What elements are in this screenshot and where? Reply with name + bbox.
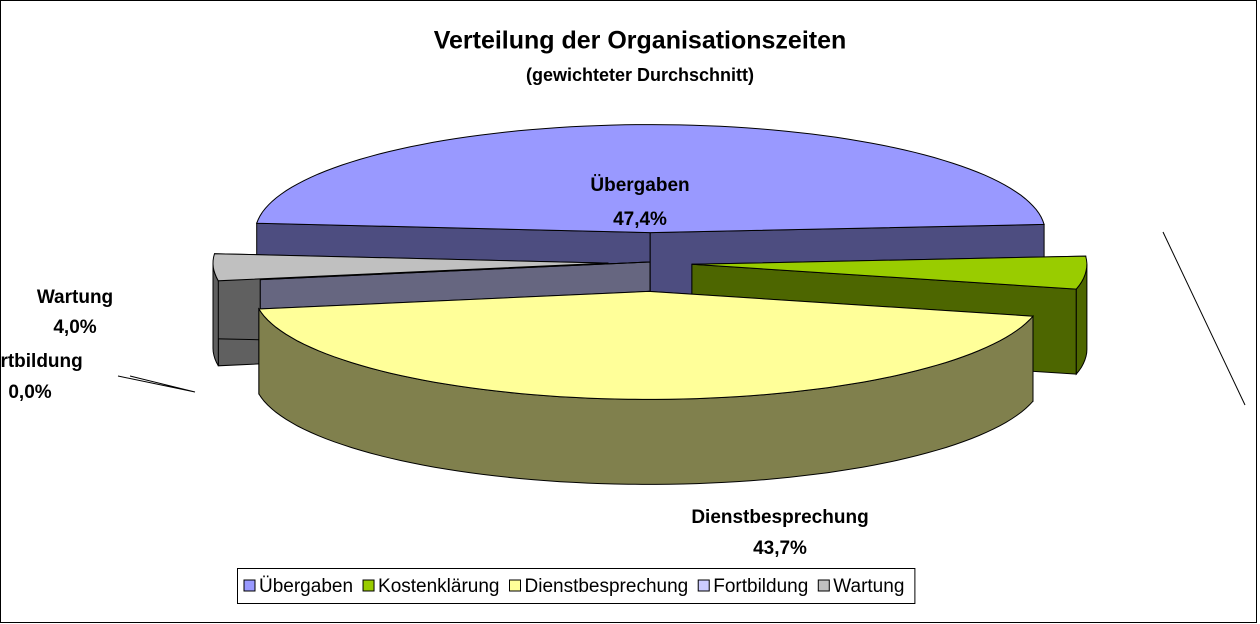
data-label-value: 4,0%	[53, 317, 96, 338]
legend-label: Fortbildung	[713, 576, 808, 597]
data-label-name: Wartung	[37, 287, 113, 308]
data-label-value: 43,7%	[753, 538, 807, 559]
leader-line	[117, 375, 196, 393]
chart-title: Verteilung der Organisationszeiten	[434, 27, 847, 55]
legend-swatch	[697, 579, 710, 592]
legend-swatch	[362, 579, 375, 592]
chart-subtitle: (gewichteter Durchschnitt)	[526, 65, 754, 85]
slice-top	[212, 253, 609, 282]
legend-box	[237, 568, 916, 604]
leader-line	[1162, 231, 1246, 406]
data-label-name: Übergaben	[590, 175, 689, 196]
slice-top	[255, 124, 1045, 234]
data-label-name: Dienstbesprechung	[691, 507, 868, 528]
legend-swatch	[817, 579, 830, 592]
legend-label: Übergaben	[259, 576, 353, 597]
legend-label: Kostenklärung	[378, 576, 499, 597]
slice-top	[260, 261, 651, 281]
data-label-name: Fortbildung	[0, 351, 83, 372]
legend-label: Dienstbesprechung	[525, 576, 689, 597]
legend-swatch	[509, 579, 521, 592]
data-label-value: 0,0%	[8, 382, 51, 403]
slice-top	[257, 290, 1035, 400]
slice-top	[691, 255, 1088, 290]
data-label-value: 47,4%	[613, 209, 667, 230]
legend-label: Wartung	[833, 576, 904, 597]
slice	[257, 290, 1035, 485]
legend-swatch	[243, 579, 256, 592]
